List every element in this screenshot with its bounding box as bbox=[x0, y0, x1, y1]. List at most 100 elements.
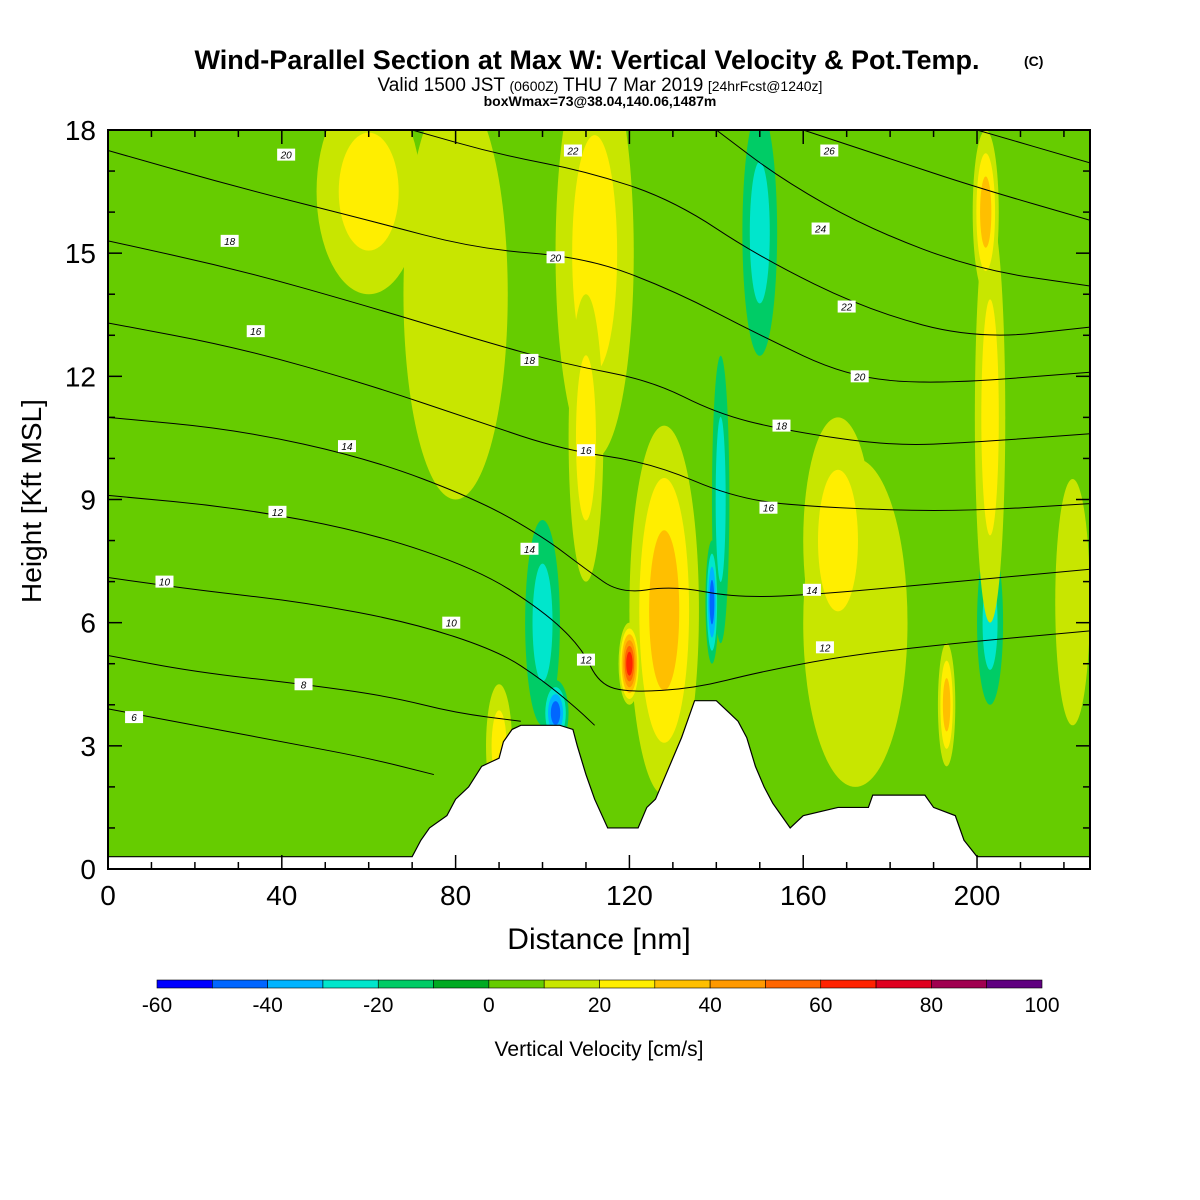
theta-contour-label: 18 bbox=[772, 419, 791, 433]
y-tick-label: 18 bbox=[65, 115, 96, 146]
x-axis-label: Distance [nm] bbox=[507, 923, 690, 956]
contour-label-text: 18 bbox=[224, 237, 236, 248]
w-cell bbox=[803, 417, 873, 664]
w-cell bbox=[525, 520, 560, 726]
colorbar-swatch bbox=[433, 979, 490, 989]
x-tick-label: 200 bbox=[954, 880, 1001, 911]
contour-label-box bbox=[815, 641, 834, 654]
x-tick-label: 160 bbox=[780, 880, 827, 911]
w-band bbox=[626, 651, 633, 676]
colorbar-tick-label: -40 bbox=[252, 994, 282, 1017]
theta-contour-label: 16 bbox=[246, 325, 265, 338]
contour-label-text: 20 bbox=[280, 151, 293, 162]
x-axis: 0 40 80 120 160 200 bbox=[100, 130, 1065, 911]
contour-label-text: 18 bbox=[524, 356, 536, 367]
theta-contour bbox=[108, 416, 1090, 597]
y-tick-label: 3 bbox=[80, 731, 96, 762]
w-band bbox=[709, 579, 715, 625]
contour-label-box bbox=[850, 370, 869, 383]
contour-label-box bbox=[759, 501, 778, 514]
contour-label-box bbox=[563, 144, 582, 157]
contour-label-box bbox=[246, 325, 265, 338]
contour-label-text: 10 bbox=[446, 619, 458, 630]
contour-label-text: 6 bbox=[131, 713, 137, 724]
colorbar-swatch bbox=[212, 979, 268, 989]
contour-label-text: 22 bbox=[566, 147, 579, 158]
contour-label-box bbox=[294, 678, 313, 691]
chart-subtitle: Valid 1500 JST (0600Z) THU 7 Mar 2019 [2… bbox=[378, 75, 823, 96]
theta-contour-label: 22 bbox=[563, 144, 582, 158]
theta-contour-label: 22 bbox=[837, 300, 856, 314]
theta-contour-label: 8 bbox=[294, 678, 313, 691]
colorbar-swatch bbox=[488, 979, 545, 989]
contour-label-box bbox=[802, 583, 821, 596]
contour-label-text: 24 bbox=[814, 225, 827, 236]
y-tick-label: 6 bbox=[80, 608, 96, 639]
contour-label-box bbox=[772, 419, 791, 432]
w-band bbox=[942, 678, 951, 732]
w-band bbox=[817, 469, 858, 612]
contour-label-box bbox=[576, 653, 595, 666]
w-cell bbox=[316, 130, 421, 295]
theta-contour-label: 20 bbox=[850, 370, 869, 383]
y-tick-label: 9 bbox=[80, 485, 96, 516]
y-tick-label: 12 bbox=[65, 361, 96, 392]
theta-contour-label: 6 bbox=[125, 711, 144, 724]
w-cell bbox=[568, 294, 604, 582]
w-cell bbox=[705, 540, 719, 664]
theta-contour bbox=[108, 322, 1090, 511]
colorbar-swatch bbox=[931, 979, 987, 989]
w-band bbox=[181, 676, 226, 759]
contour-label-text: 10 bbox=[159, 578, 171, 589]
contour-label-text: 20 bbox=[853, 372, 866, 383]
chart-title: Wind-Parallel Section at Max W: Vertical… bbox=[195, 45, 980, 75]
w-cell bbox=[742, 130, 778, 356]
theta-contour-label: 16 bbox=[576, 444, 595, 457]
contour-labels: 6 8 10 10 12 12 12 14 14 14 16 16 16 18 18 18 20 20 20 22 22… bbox=[125, 144, 869, 724]
contour-label-text: 26 bbox=[823, 147, 836, 158]
w-band bbox=[403, 130, 508, 500]
w-band bbox=[981, 299, 999, 536]
w-cell bbox=[974, 212, 1006, 623]
theta-contour-label: 26 bbox=[820, 144, 839, 158]
colorbar-tick-label: 0 bbox=[483, 994, 495, 1017]
w-cell bbox=[403, 130, 508, 500]
title-mark: (C) bbox=[1024, 53, 1043, 69]
w-band bbox=[649, 530, 680, 691]
theta-contour-label: 12 bbox=[815, 641, 834, 654]
contour-label-box bbox=[268, 505, 287, 518]
w-band bbox=[980, 176, 992, 248]
contour-label-box bbox=[220, 234, 239, 247]
x-tick-label: 0 bbox=[100, 880, 116, 911]
contour-label-text: 8 bbox=[301, 680, 307, 691]
theta-contour-label: 18 bbox=[520, 353, 539, 367]
colorbar-swatch bbox=[820, 979, 877, 989]
contour-label-box bbox=[520, 353, 539, 366]
colorbar-swatch bbox=[709, 979, 766, 989]
colorbar-tick-labels: -60 -40 -20 0 20 40 60 80 100 bbox=[142, 994, 1060, 1017]
contour-label-box bbox=[820, 144, 839, 157]
theta-contour-label: 12 bbox=[576, 653, 595, 667]
w-band bbox=[532, 563, 553, 682]
colorbar-tick-label: 80 bbox=[920, 994, 943, 1017]
w-band bbox=[550, 701, 561, 725]
contour-label-box bbox=[546, 251, 565, 264]
y-tick-label: 15 bbox=[65, 238, 96, 269]
colorbar-swatch bbox=[543, 979, 600, 989]
theta-contour bbox=[716, 130, 1090, 287]
x-tick-label: 80 bbox=[440, 880, 471, 911]
w-band bbox=[715, 416, 726, 583]
contour-label-box bbox=[337, 440, 356, 453]
theta-contour-label: 14 bbox=[802, 583, 821, 597]
contour-label-box bbox=[155, 575, 174, 588]
colorbar-label: Vertical Velocity [cm/s] bbox=[495, 1038, 704, 1061]
contour-label-text: 18 bbox=[776, 422, 788, 433]
w-band bbox=[338, 132, 399, 251]
contour-label-text: 16 bbox=[580, 446, 592, 457]
w-cell bbox=[618, 622, 641, 705]
theta-contour-label: 14 bbox=[337, 440, 356, 453]
theta-contour-label: 16 bbox=[759, 501, 778, 515]
theta-contour-label: 14 bbox=[520, 542, 539, 556]
colorbar-swatch bbox=[986, 979, 1043, 989]
